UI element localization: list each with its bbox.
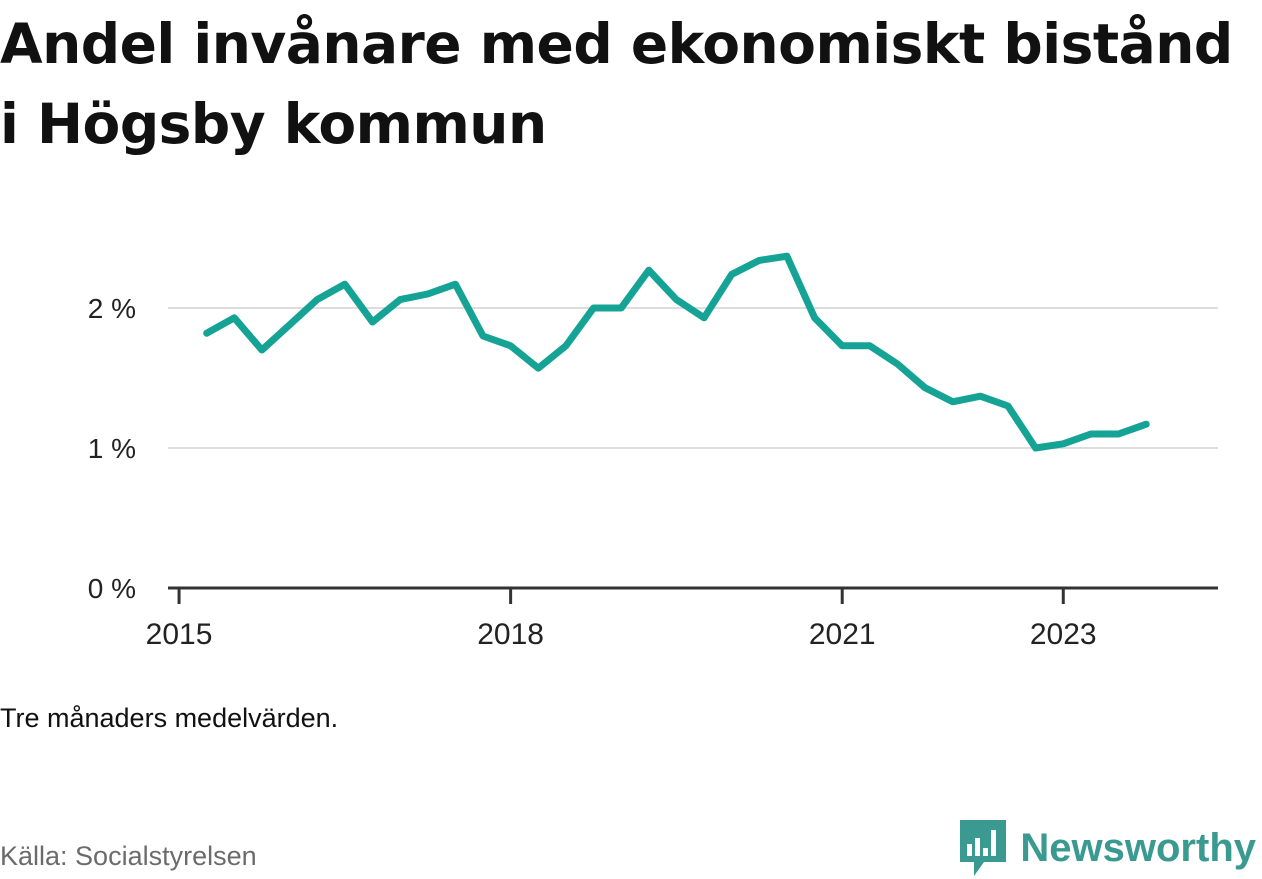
data-point [231,315,237,321]
data-point [618,305,624,311]
data-point [894,361,900,367]
data-point [1143,421,1149,427]
data-point [701,315,707,321]
x-tick-label: 2015 [146,618,213,651]
data-point [259,347,265,353]
data-point [867,343,873,349]
x-tick-label: 2018 [477,618,544,651]
data-point [1005,403,1011,409]
data-point [563,343,569,349]
x-tick-label: 2023 [1030,618,1097,651]
y-axis-ticks: 0 % 1 % 2 % [88,293,136,604]
y-tick-label: 1 % [88,433,136,464]
data-point [646,267,652,273]
data-point [535,365,541,371]
series-line [203,252,1150,452]
y-tick-label: 2 % [88,293,136,324]
newsworthy-logo-icon [960,820,1007,876]
data-point [839,343,845,349]
source-text: Källa: Socialstyrelsen [0,841,257,871]
line-chart: 0 % 1 % 2 % 2015 2018 2021 2023 [88,252,1218,651]
data-point [452,281,458,287]
data-point [673,297,679,303]
data-point [204,330,210,336]
data-point [480,333,486,339]
series-group [203,252,1150,452]
data-point [729,271,735,277]
data-point [397,297,403,303]
grid-lines [168,307,1218,449]
data-point [784,253,790,259]
data-point [977,393,983,399]
data-point [756,257,762,263]
x-tick-label: 2021 [809,618,876,651]
brand-name: Newsworthy [1020,825,1256,870]
data-point [1088,431,1094,437]
data-point [1116,431,1122,437]
chart-note: Tre månaders medelvärden. [0,703,339,733]
chart-title: Andel invånare med ekonomiskt bistånd i … [0,12,1233,156]
data-point [342,281,348,287]
data-point [812,315,818,321]
x-axis: 2015 2018 2021 2023 [146,586,1218,651]
brand-logo: Newsworthy [958,818,1256,878]
data-point [591,305,597,311]
data-point [950,399,956,405]
data-point [425,291,431,297]
data-point [314,297,320,303]
data-point [1033,445,1039,451]
data-point [1060,441,1066,447]
data-point [369,319,375,325]
data-point [287,322,293,328]
data-point [508,343,514,349]
data-point [922,385,928,391]
y-tick-label: 0 % [88,573,136,604]
